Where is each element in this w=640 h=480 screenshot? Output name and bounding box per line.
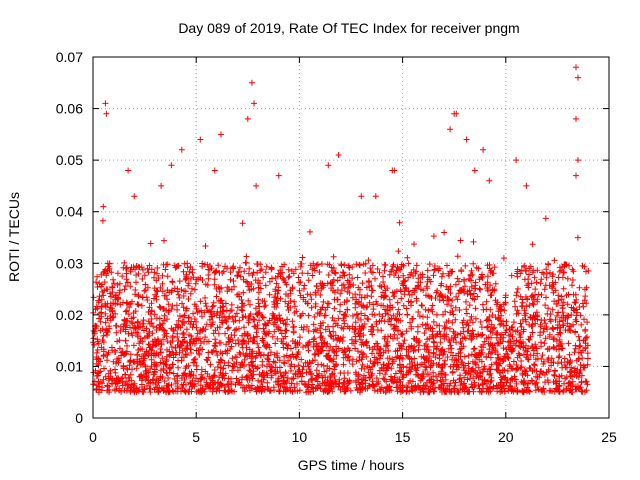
y-tick-label: 0.04 <box>56 204 83 220</box>
chart-title: Day 089 of 2019, Rate Of TEC Index for r… <box>178 20 519 36</box>
y-tick-label: 0.05 <box>56 152 83 168</box>
roti-points <box>90 64 592 396</box>
x-tick-labels: 0 5 10 15 20 25 <box>89 429 617 445</box>
plot-frame <box>92 56 610 419</box>
data-points <box>90 64 592 396</box>
x-tick-label: 20 <box>498 429 514 445</box>
x-tick-label: 15 <box>395 429 411 445</box>
y-tick-label: 0.07 <box>56 49 83 65</box>
x-axis-label: GPS time / hours <box>298 457 405 473</box>
x-tick-label: 0 <box>89 429 97 445</box>
y-tick-labels: 0 0.01 0.02 0.03 0.04 0.05 0.06 0.07 <box>56 49 83 426</box>
y-tick-label: 0.06 <box>56 101 83 117</box>
x-tick-label: 25 <box>601 429 617 445</box>
y-tick-label: 0.02 <box>56 307 83 323</box>
x-tick-label: 5 <box>192 429 200 445</box>
axis-ticks <box>92 56 610 419</box>
y-tick-label: 0.01 <box>56 358 83 374</box>
y-tick-label: 0 <box>75 410 83 426</box>
y-axis-label: ROTI / TECUs <box>6 192 22 282</box>
x-tick-label: 10 <box>292 429 308 445</box>
y-tick-label: 0.03 <box>56 255 83 271</box>
